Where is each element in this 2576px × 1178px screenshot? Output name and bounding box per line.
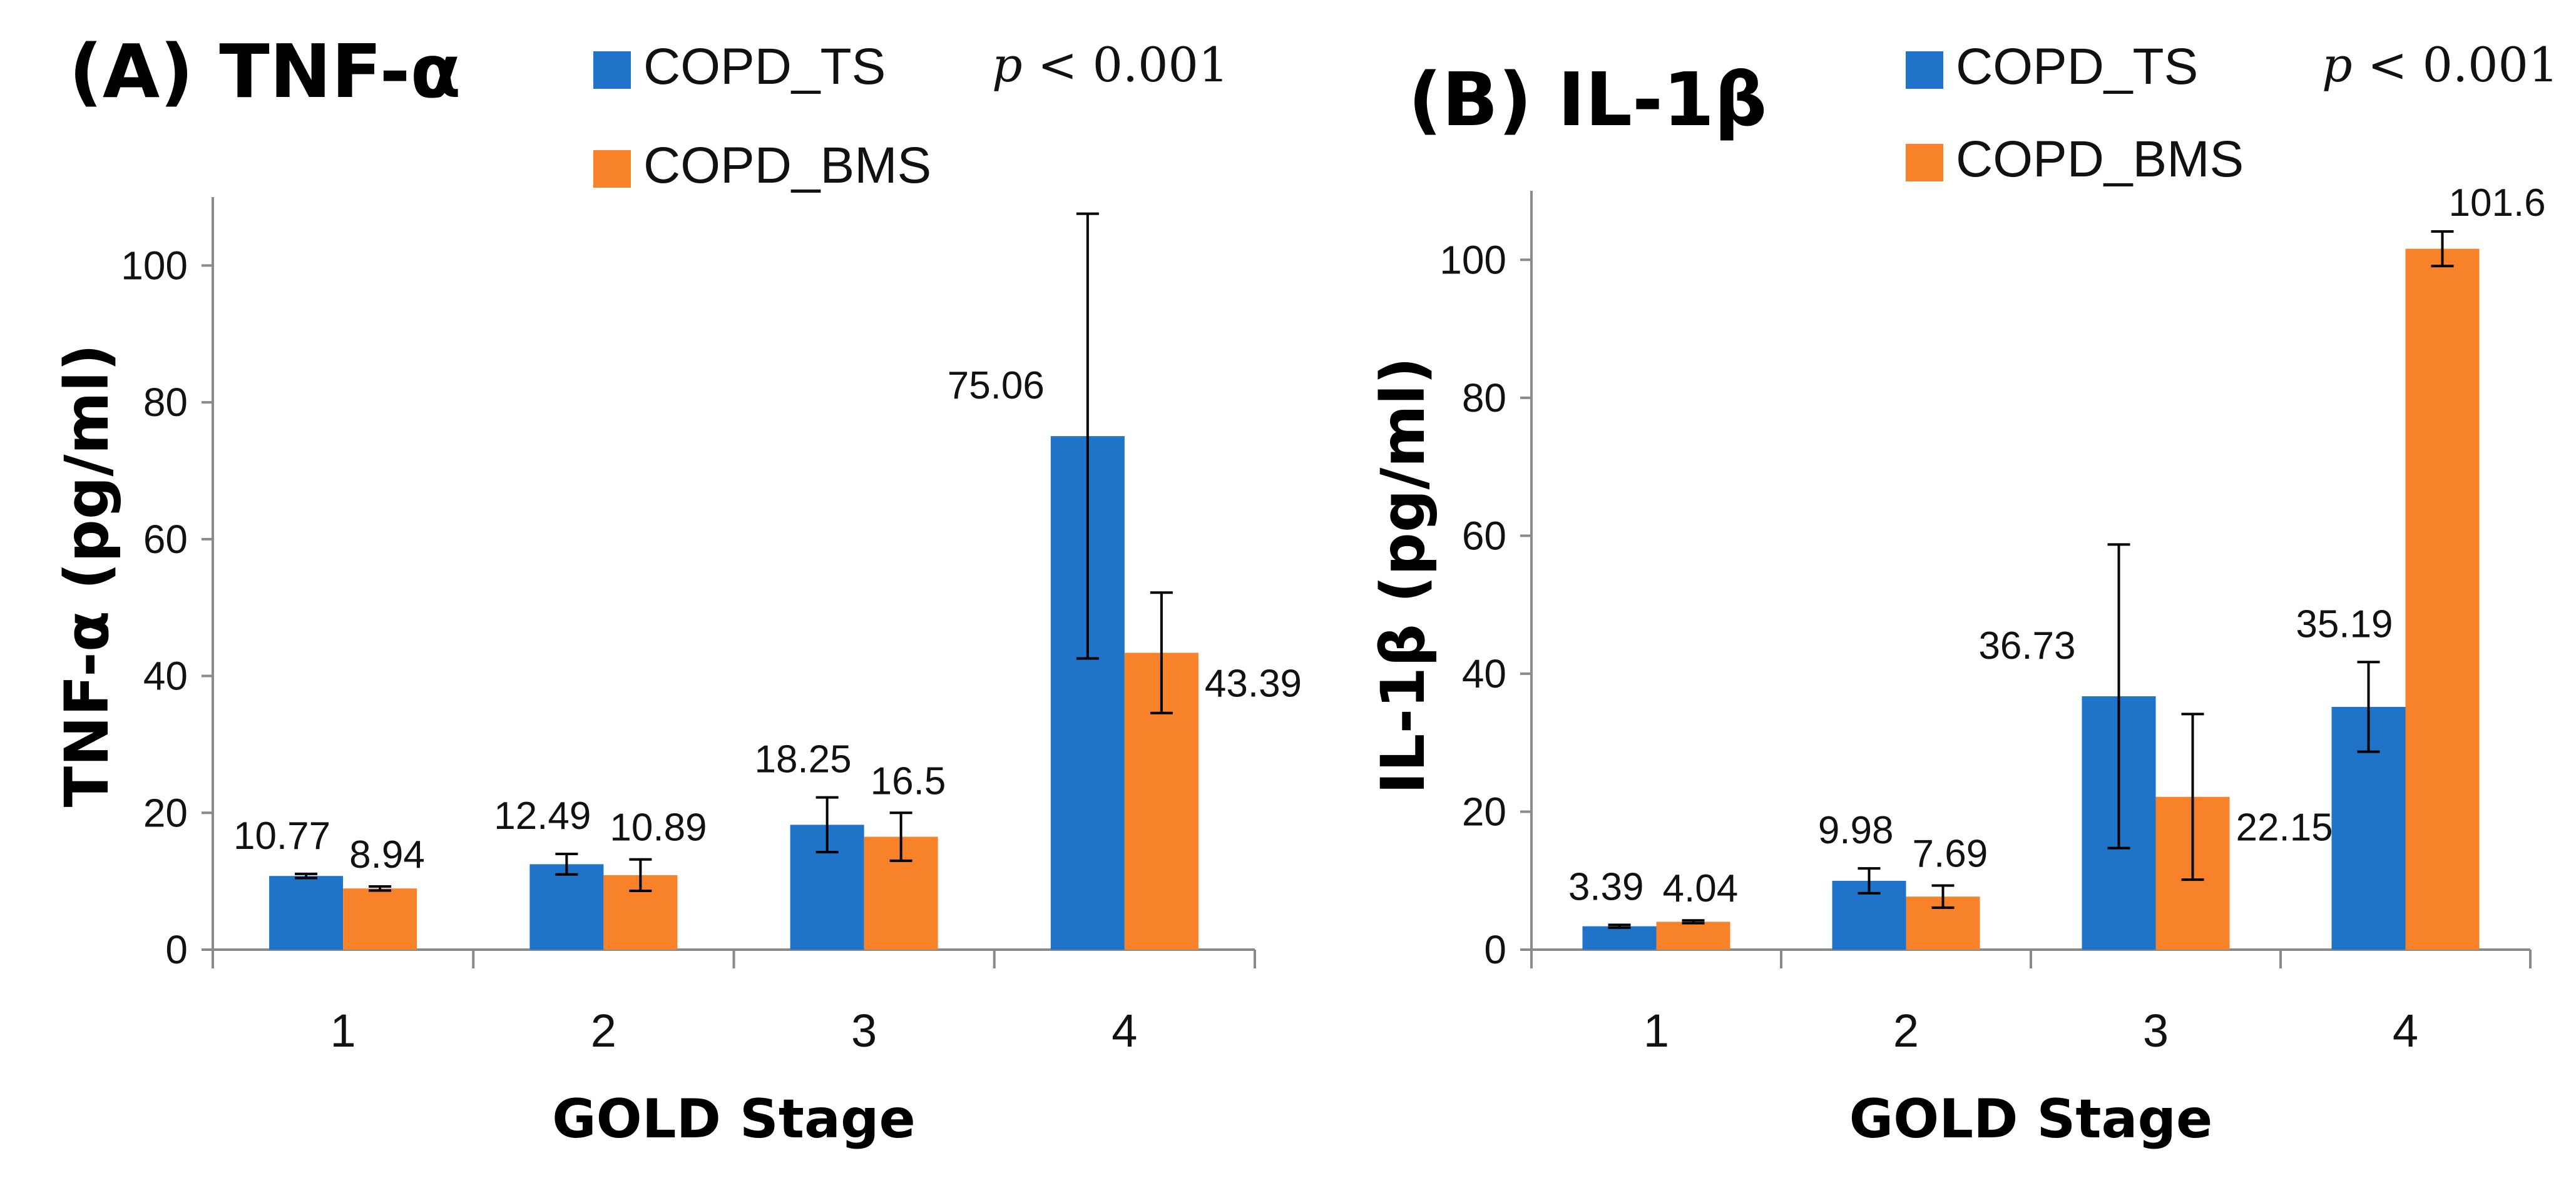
data-label: 16.5 — [871, 759, 946, 803]
data-label: 22.15 — [2236, 806, 2333, 850]
y-tick-label: 60 — [1462, 513, 1506, 558]
x-tick-label: 4 — [1112, 1005, 1137, 1057]
y-tick-label: 40 — [143, 654, 188, 699]
y-tick-label: 80 — [1462, 375, 1506, 420]
x-axis-title: GOLD Stage — [552, 1088, 916, 1150]
data-label: 8.94 — [349, 833, 425, 876]
data-label: 7.69 — [1913, 833, 1988, 876]
data-label: 4.04 — [1663, 867, 1739, 910]
data-label: 36.73 — [1978, 624, 2075, 668]
data-label: 3.39 — [1568, 865, 1644, 908]
x-tick-label: 3 — [2143, 1005, 2169, 1057]
data-label: 10.89 — [610, 806, 707, 850]
y-tick-label: 60 — [143, 517, 188, 562]
y-tick-label: 20 — [1462, 789, 1506, 834]
chart-panel-1: (A) TNF-α COPD_TS COPD_BMS p < 0.001 0 20 40 60… — [52, 28, 1302, 1150]
y-axis-title: TNF-α (pg/ml) — [52, 344, 122, 808]
p-value-annotation: p < 0.001 — [992, 37, 1229, 93]
legend-swatch-copd-bms — [1906, 144, 1943, 181]
y-tick-label: 0 — [1484, 927, 1506, 972]
y-tick-label: 80 — [143, 380, 188, 425]
legend-label: COPD_BMS — [1956, 131, 2244, 188]
chart-panel-2: (B) IL-1β COPD_TS COPD_BMS p < 0.001 0 20 40 60… — [1368, 37, 2558, 1150]
data-label: 10.77 — [233, 815, 330, 858]
legend-swatch-copd-ts — [593, 51, 631, 89]
x-tick-label: 1 — [330, 1005, 356, 1057]
legend-swatch-copd-bms — [593, 150, 631, 188]
y-tick-label: 0 — [165, 927, 188, 972]
x-tick-label: 2 — [1893, 1005, 1919, 1057]
x-tick-label: 4 — [2393, 1005, 2418, 1057]
y-axis-title: IL-1β (pg/ml) — [1368, 357, 1438, 795]
x-tick-label: 3 — [851, 1005, 877, 1057]
data-label: 35.19 — [2296, 602, 2393, 646]
data-label: 18.25 — [754, 738, 851, 781]
x-axis-title: GOLD Stage — [1849, 1088, 2213, 1150]
x-tick-label: 2 — [591, 1005, 616, 1057]
y-tick-label: 20 — [143, 790, 188, 835]
y-tick-label: 100 — [121, 243, 188, 288]
x-tick-label: 1 — [1643, 1005, 1669, 1057]
data-label: 12.49 — [494, 795, 591, 838]
legend-label: COPD_BMS — [643, 137, 931, 194]
data-label: 101.6 — [2449, 181, 2546, 225]
y-tick-label: 100 — [1439, 237, 1506, 282]
p-value-annotation: p < 0.001 — [2322, 37, 2558, 93]
y-tick-label: 40 — [1462, 651, 1506, 696]
bar-copd-bms — [2405, 248, 2480, 950]
bar-copd-ts — [269, 876, 344, 950]
legend-swatch-copd-ts — [1906, 51, 1943, 89]
data-label: 43.39 — [1205, 662, 1302, 705]
legend-label: COPD_TS — [643, 38, 886, 95]
bar-copd-bms — [1656, 922, 1730, 950]
panel-title: (B) IL-1β — [1408, 56, 1767, 143]
panel-title: (A) TNF-α — [69, 28, 461, 114]
bar-copd-ts — [1582, 926, 1657, 950]
data-label: 75.06 — [948, 364, 1045, 407]
bar-copd-ts — [529, 864, 604, 950]
data-label: 9.98 — [1818, 809, 1894, 852]
bar-copd-bms — [343, 888, 417, 950]
legend-label: COPD_TS — [1956, 38, 2198, 95]
